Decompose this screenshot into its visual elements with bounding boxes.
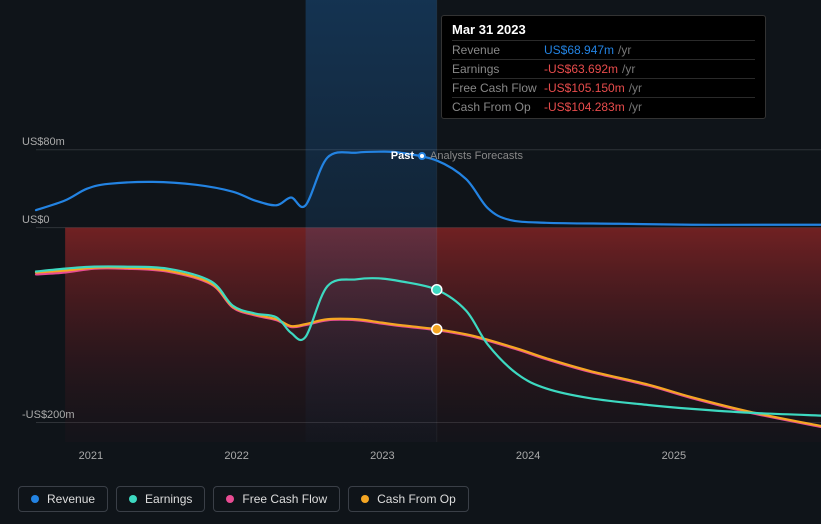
legend-item-label: Earnings	[145, 492, 192, 506]
tooltip-row-value: -US$104.283m	[544, 100, 625, 114]
x-axis-label: 2024	[516, 450, 540, 462]
chart-legend: Revenue Earnings Free Cash Flow Cash From O…	[18, 486, 469, 512]
past-label: Past	[391, 150, 414, 162]
legend-swatch-icon	[226, 495, 234, 503]
chart-tooltip: Mar 31 2023 RevenueUS$68.947m/yrEarnings…	[441, 15, 766, 119]
tooltip-row: Cash From Op-US$104.283m/yr	[452, 97, 755, 116]
tooltip-row: RevenueUS$68.947m/yr	[452, 40, 755, 59]
legend-item-revenue[interactable]: Revenue	[18, 486, 108, 512]
y-axis-label: -US$200m	[22, 409, 75, 421]
y-axis-label: US$0	[22, 214, 50, 226]
legend-item-earnings[interactable]: Earnings	[116, 486, 205, 512]
tooltip-title: Mar 31 2023	[452, 22, 755, 37]
tooltip-row-unit: /yr	[622, 62, 635, 76]
tooltip-row-label: Revenue	[452, 43, 544, 57]
legend-item-cfo[interactable]: Cash From Op	[348, 486, 469, 512]
past-forecast-label: Past Analysts Forecasts	[391, 150, 523, 162]
legend-swatch-icon	[31, 495, 39, 503]
x-axis-label: 2023	[370, 450, 394, 462]
tooltip-row-label: Cash From Op	[452, 100, 544, 114]
legend-item-label: Cash From Op	[377, 492, 456, 506]
marker-earnings	[432, 285, 442, 295]
x-axis-label: 2022	[224, 450, 248, 462]
tooltip-row-value: -US$105.150m	[544, 81, 625, 95]
legend-swatch-icon	[129, 495, 137, 503]
tooltip-row: Free Cash Flow-US$105.150m/yr	[452, 78, 755, 97]
forecast-marker-icon	[418, 152, 426, 160]
x-axis-label: 2021	[79, 450, 103, 462]
tooltip-row-unit: /yr	[629, 81, 642, 95]
legend-item-label: Free Cash Flow	[242, 492, 327, 506]
tooltip-row-unit: /yr	[629, 100, 642, 114]
tooltip-row-label: Free Cash Flow	[452, 81, 544, 95]
legend-item-fcf[interactable]: Free Cash Flow	[213, 486, 340, 512]
tooltip-row-value: US$68.947m	[544, 43, 614, 57]
tooltip-row-value: -US$63.692m	[544, 62, 618, 76]
x-axis-label: 2025	[662, 450, 686, 462]
legend-swatch-icon	[361, 495, 369, 503]
tooltip-row: Earnings-US$63.692m/yr	[452, 59, 755, 78]
forecast-label: Analysts Forecasts	[430, 150, 523, 162]
marker-cfo	[432, 324, 442, 334]
tooltip-row-label: Earnings	[452, 62, 544, 76]
tooltip-row-unit: /yr	[618, 43, 631, 57]
legend-item-label: Revenue	[47, 492, 95, 506]
y-axis-label: US$80m	[22, 136, 65, 148]
